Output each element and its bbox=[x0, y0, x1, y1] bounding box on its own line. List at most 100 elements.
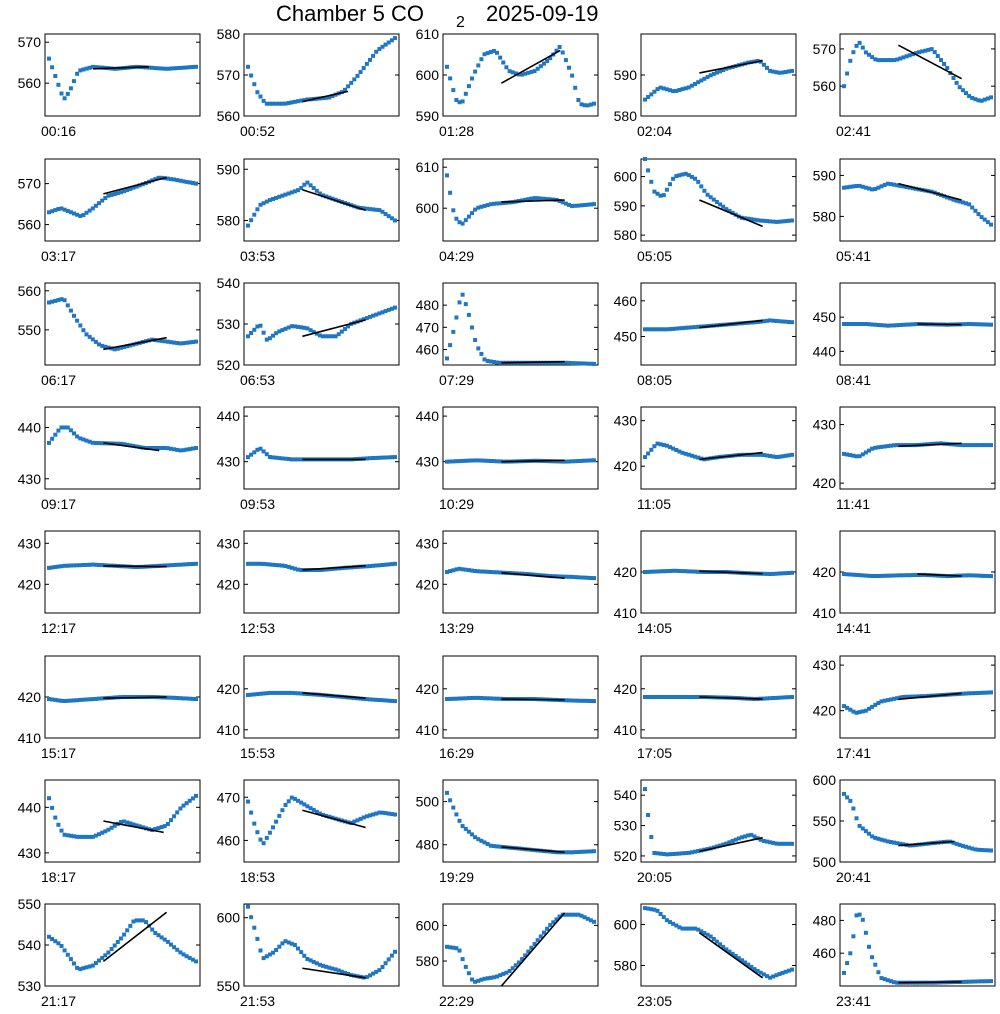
data-point bbox=[454, 696, 459, 701]
data-point bbox=[576, 575, 581, 580]
data-point bbox=[466, 829, 471, 834]
y-tick-label: 420 bbox=[614, 458, 638, 474]
data-point bbox=[97, 563, 101, 567]
data-point bbox=[848, 322, 853, 326]
data-point bbox=[885, 573, 890, 578]
data-point bbox=[445, 944, 449, 949]
data-point bbox=[72, 79, 76, 84]
fit-line bbox=[898, 182, 962, 201]
data-point bbox=[529, 196, 534, 201]
data-point bbox=[364, 564, 369, 569]
data-point bbox=[90, 963, 95, 968]
data-point bbox=[364, 697, 369, 702]
data-points bbox=[643, 157, 794, 224]
data-point bbox=[982, 322, 987, 327]
data-point bbox=[267, 101, 272, 106]
data-point bbox=[851, 806, 856, 811]
y-tick-label: 430 bbox=[813, 657, 837, 673]
data-point bbox=[777, 219, 782, 224]
data-point bbox=[786, 695, 791, 700]
data-point bbox=[457, 948, 462, 953]
data-point bbox=[488, 359, 493, 364]
data-point bbox=[460, 567, 465, 572]
data-point bbox=[255, 692, 260, 697]
data-point bbox=[128, 443, 133, 448]
panel-frame bbox=[442, 158, 599, 242]
data-point bbox=[683, 325, 688, 330]
data-point bbox=[249, 692, 254, 697]
data-point bbox=[118, 190, 123, 195]
data-point bbox=[361, 206, 366, 211]
data-point bbox=[112, 347, 117, 352]
data-point bbox=[774, 571, 779, 576]
data-point bbox=[389, 306, 394, 311]
title-date: 2025-09-19 bbox=[486, 1, 599, 26]
data-point bbox=[317, 811, 322, 816]
panel-time-label: 15:17 bbox=[41, 745, 76, 761]
data-point bbox=[184, 179, 189, 184]
data-point bbox=[652, 189, 657, 194]
data-point bbox=[964, 573, 968, 578]
data-point bbox=[976, 691, 981, 695]
data-points bbox=[47, 297, 198, 352]
data-point bbox=[780, 70, 785, 75]
fit-line bbox=[898, 981, 962, 984]
data-point bbox=[960, 843, 965, 848]
data-point bbox=[172, 814, 177, 819]
data-points bbox=[842, 572, 993, 579]
data-point bbox=[346, 972, 351, 976]
data-points bbox=[47, 56, 198, 101]
data-point bbox=[445, 459, 449, 464]
data-point bbox=[885, 444, 890, 449]
data-point bbox=[271, 101, 275, 106]
data-point bbox=[445, 173, 449, 178]
data-point bbox=[81, 328, 86, 333]
data-point bbox=[448, 76, 453, 81]
data-point bbox=[194, 793, 198, 798]
data-point bbox=[156, 66, 161, 71]
data-point bbox=[854, 572, 859, 577]
data-point bbox=[570, 204, 575, 209]
data-point bbox=[271, 950, 275, 955]
fit-line bbox=[103, 336, 167, 351]
y-tick-label: 420 bbox=[217, 576, 241, 592]
data-points bbox=[842, 690, 993, 715]
data-point bbox=[664, 327, 669, 332]
data-point bbox=[989, 443, 993, 448]
data-point bbox=[324, 334, 329, 339]
data-point bbox=[765, 571, 769, 576]
data-point bbox=[181, 952, 186, 957]
data-point bbox=[895, 696, 900, 701]
data-point bbox=[374, 312, 379, 317]
data-point bbox=[976, 212, 981, 217]
data-point bbox=[498, 55, 503, 60]
data-point bbox=[671, 176, 676, 181]
data-point bbox=[103, 344, 108, 349]
data-point bbox=[150, 446, 155, 450]
data-point bbox=[255, 561, 260, 566]
data-point bbox=[727, 208, 732, 213]
panel-time-label: 23:05 bbox=[637, 993, 672, 1009]
data-point bbox=[867, 831, 871, 836]
data-point bbox=[761, 62, 766, 67]
fit-line bbox=[302, 967, 366, 979]
data-point bbox=[78, 214, 83, 218]
data-point bbox=[178, 696, 183, 701]
data-point bbox=[935, 441, 940, 446]
data-point bbox=[689, 850, 694, 855]
data-point bbox=[460, 824, 465, 829]
data-point bbox=[389, 38, 394, 43]
data-point bbox=[967, 573, 972, 578]
data-point bbox=[280, 193, 285, 198]
data-point bbox=[97, 832, 101, 837]
data-point bbox=[194, 446, 198, 450]
data-point bbox=[448, 798, 453, 803]
data-point bbox=[854, 454, 859, 459]
data-point bbox=[364, 316, 369, 321]
data-point bbox=[289, 190, 294, 195]
panel-frame bbox=[442, 530, 599, 614]
data-point bbox=[982, 848, 987, 853]
data-point bbox=[848, 58, 853, 63]
data-point bbox=[81, 966, 86, 971]
